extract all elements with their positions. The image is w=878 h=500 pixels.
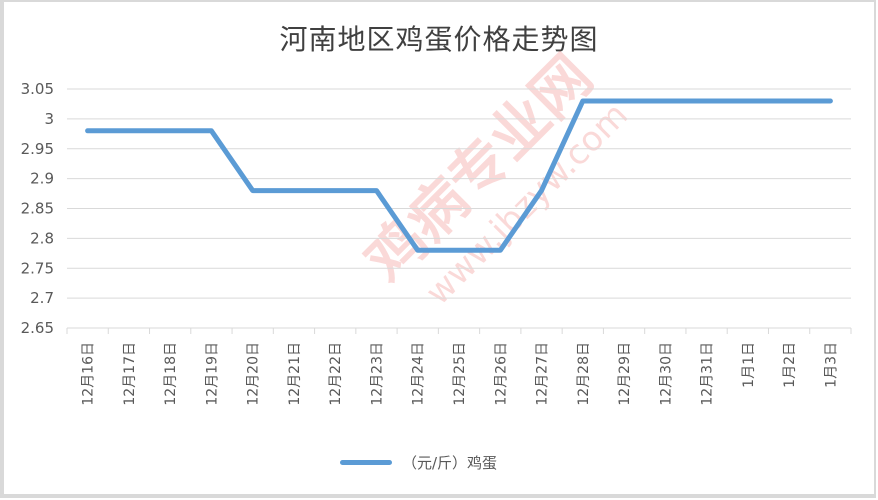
legend-label: （元/斤）鸡蛋 <box>402 454 498 472</box>
y-tick-label: 2.85 <box>21 200 54 218</box>
x-tick-label: 12月19日 <box>204 342 220 406</box>
y-tick-label: 2.75 <box>21 259 54 277</box>
x-tick-label: 12月23日 <box>369 342 385 406</box>
x-axis: 12月16日 12月17日 12月18日 12月19日 12月20日 12月21日 12月2… <box>66 327 852 406</box>
legend: （元/斤）鸡蛋 <box>340 452 497 473</box>
x-tick-label: 1月3日 <box>823 342 839 388</box>
x-tick-label: 12月28日 <box>576 342 592 406</box>
x-tick-label: 12月30日 <box>658 342 674 406</box>
y-tick-label: 3 <box>44 110 54 128</box>
y-axis: 3.05 3 2.95 2.9 2.85 2.8 2.75 2.7 2.65 <box>21 80 54 337</box>
chart-title: 河南地区鸡蛋价格走势图 <box>279 23 599 56</box>
legend-line-icon <box>340 460 392 465</box>
x-tick-label: 12月27日 <box>535 342 551 406</box>
x-tick-label: 12月21日 <box>287 342 303 406</box>
x-tick-label: 1月2日 <box>782 342 798 388</box>
gridlines <box>67 88 851 299</box>
y-tick-label: 2.7 <box>30 289 54 307</box>
x-tick-label: 12月16日 <box>81 342 97 406</box>
x-tick-label: 12月22日 <box>328 342 344 406</box>
y-tick-label: 2.9 <box>30 170 54 188</box>
x-tick-label: 12月18日 <box>163 342 179 406</box>
y-tick-label: 2.95 <box>21 140 54 158</box>
x-tick-label: 1月1日 <box>741 342 757 388</box>
x-tick-label: 12月20日 <box>246 342 262 406</box>
x-tick-label: 12月24日 <box>411 342 427 406</box>
x-tick-label: 12月17日 <box>122 342 138 406</box>
x-tick-label: 12月26日 <box>493 342 509 406</box>
watermark: 鸡病专业网 www.jbzyw.com <box>352 42 636 313</box>
x-tick-label: 12月25日 <box>452 342 468 406</box>
x-tick-label: 12月29日 <box>617 342 633 406</box>
y-tick-label: 2.8 <box>30 229 54 247</box>
y-tick-label: 3.05 <box>21 80 54 98</box>
y-tick-label: 2.65 <box>21 319 54 337</box>
x-tick-label: 12月31日 <box>700 342 716 406</box>
series-line-egg-price <box>85 98 833 253</box>
